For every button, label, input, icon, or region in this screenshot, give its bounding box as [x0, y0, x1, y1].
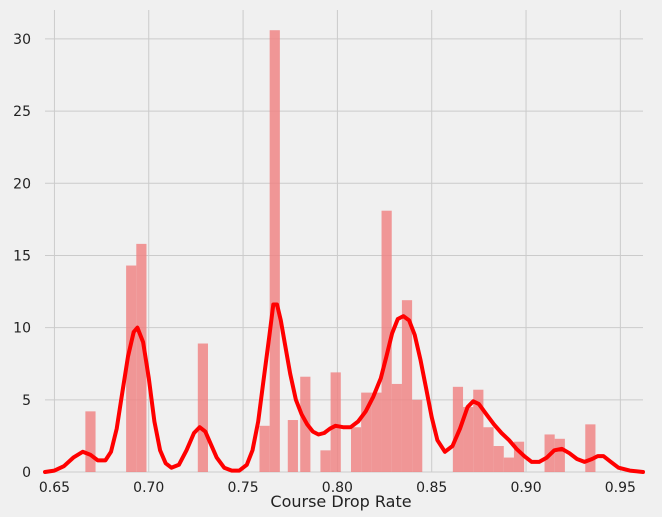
histogram-bar	[473, 389, 484, 472]
histogram-bar	[493, 446, 504, 472]
histogram-bar	[412, 399, 423, 472]
histogram-bar	[585, 424, 596, 472]
histogram-bar	[197, 343, 208, 472]
histogram-bar	[361, 392, 372, 472]
y-tick-label: 5	[22, 393, 31, 409]
histogram-bar	[320, 450, 331, 472]
y-tick-label: 0	[22, 465, 31, 481]
x-tick-label: 0.75	[227, 480, 258, 496]
histogram-bar	[287, 420, 298, 472]
histogram-bar	[463, 407, 474, 472]
histogram-bar	[483, 427, 494, 472]
histogram-bar	[350, 427, 362, 472]
histogram-bar	[136, 243, 147, 472]
y-tick-label: 15	[13, 248, 31, 264]
histogram-bar	[381, 210, 392, 472]
x-tick-label: 0.65	[39, 480, 70, 496]
tick-labels: 0.65 0.70 0.75 0.80 0.85 0.90 0.95 0 5 10 15 20 25 30	[13, 32, 636, 496]
y-tick-label: 10	[13, 321, 31, 337]
histogram-bar	[401, 300, 413, 472]
histogram-bar	[126, 265, 137, 472]
histogram-bar	[513, 441, 525, 472]
y-tick-label: 25	[13, 104, 31, 120]
x-tick-label: 0.80	[322, 480, 353, 496]
x-tick-label: 0.90	[510, 480, 541, 496]
kde-curve-layer	[43, 302, 645, 474]
histogram-bar	[554, 438, 565, 472]
x-tick-label: 0.85	[416, 480, 447, 496]
x-axis-label: Course Drop Rate	[270, 492, 411, 511]
kde-line	[43, 302, 645, 474]
y-tick-label: 20	[13, 176, 31, 192]
x-tick-label: 0.70	[133, 480, 164, 496]
histogram-bar	[330, 372, 341, 472]
y-tick-label: 30	[13, 32, 31, 48]
x-tick-label: 0.95	[605, 480, 636, 496]
histogram-bar	[371, 392, 382, 472]
histogram-bar	[503, 457, 514, 472]
histogram-bar	[259, 425, 270, 472]
histogram-bar	[391, 383, 402, 472]
histogram-bar	[85, 411, 96, 472]
histogram-bar	[269, 30, 280, 473]
